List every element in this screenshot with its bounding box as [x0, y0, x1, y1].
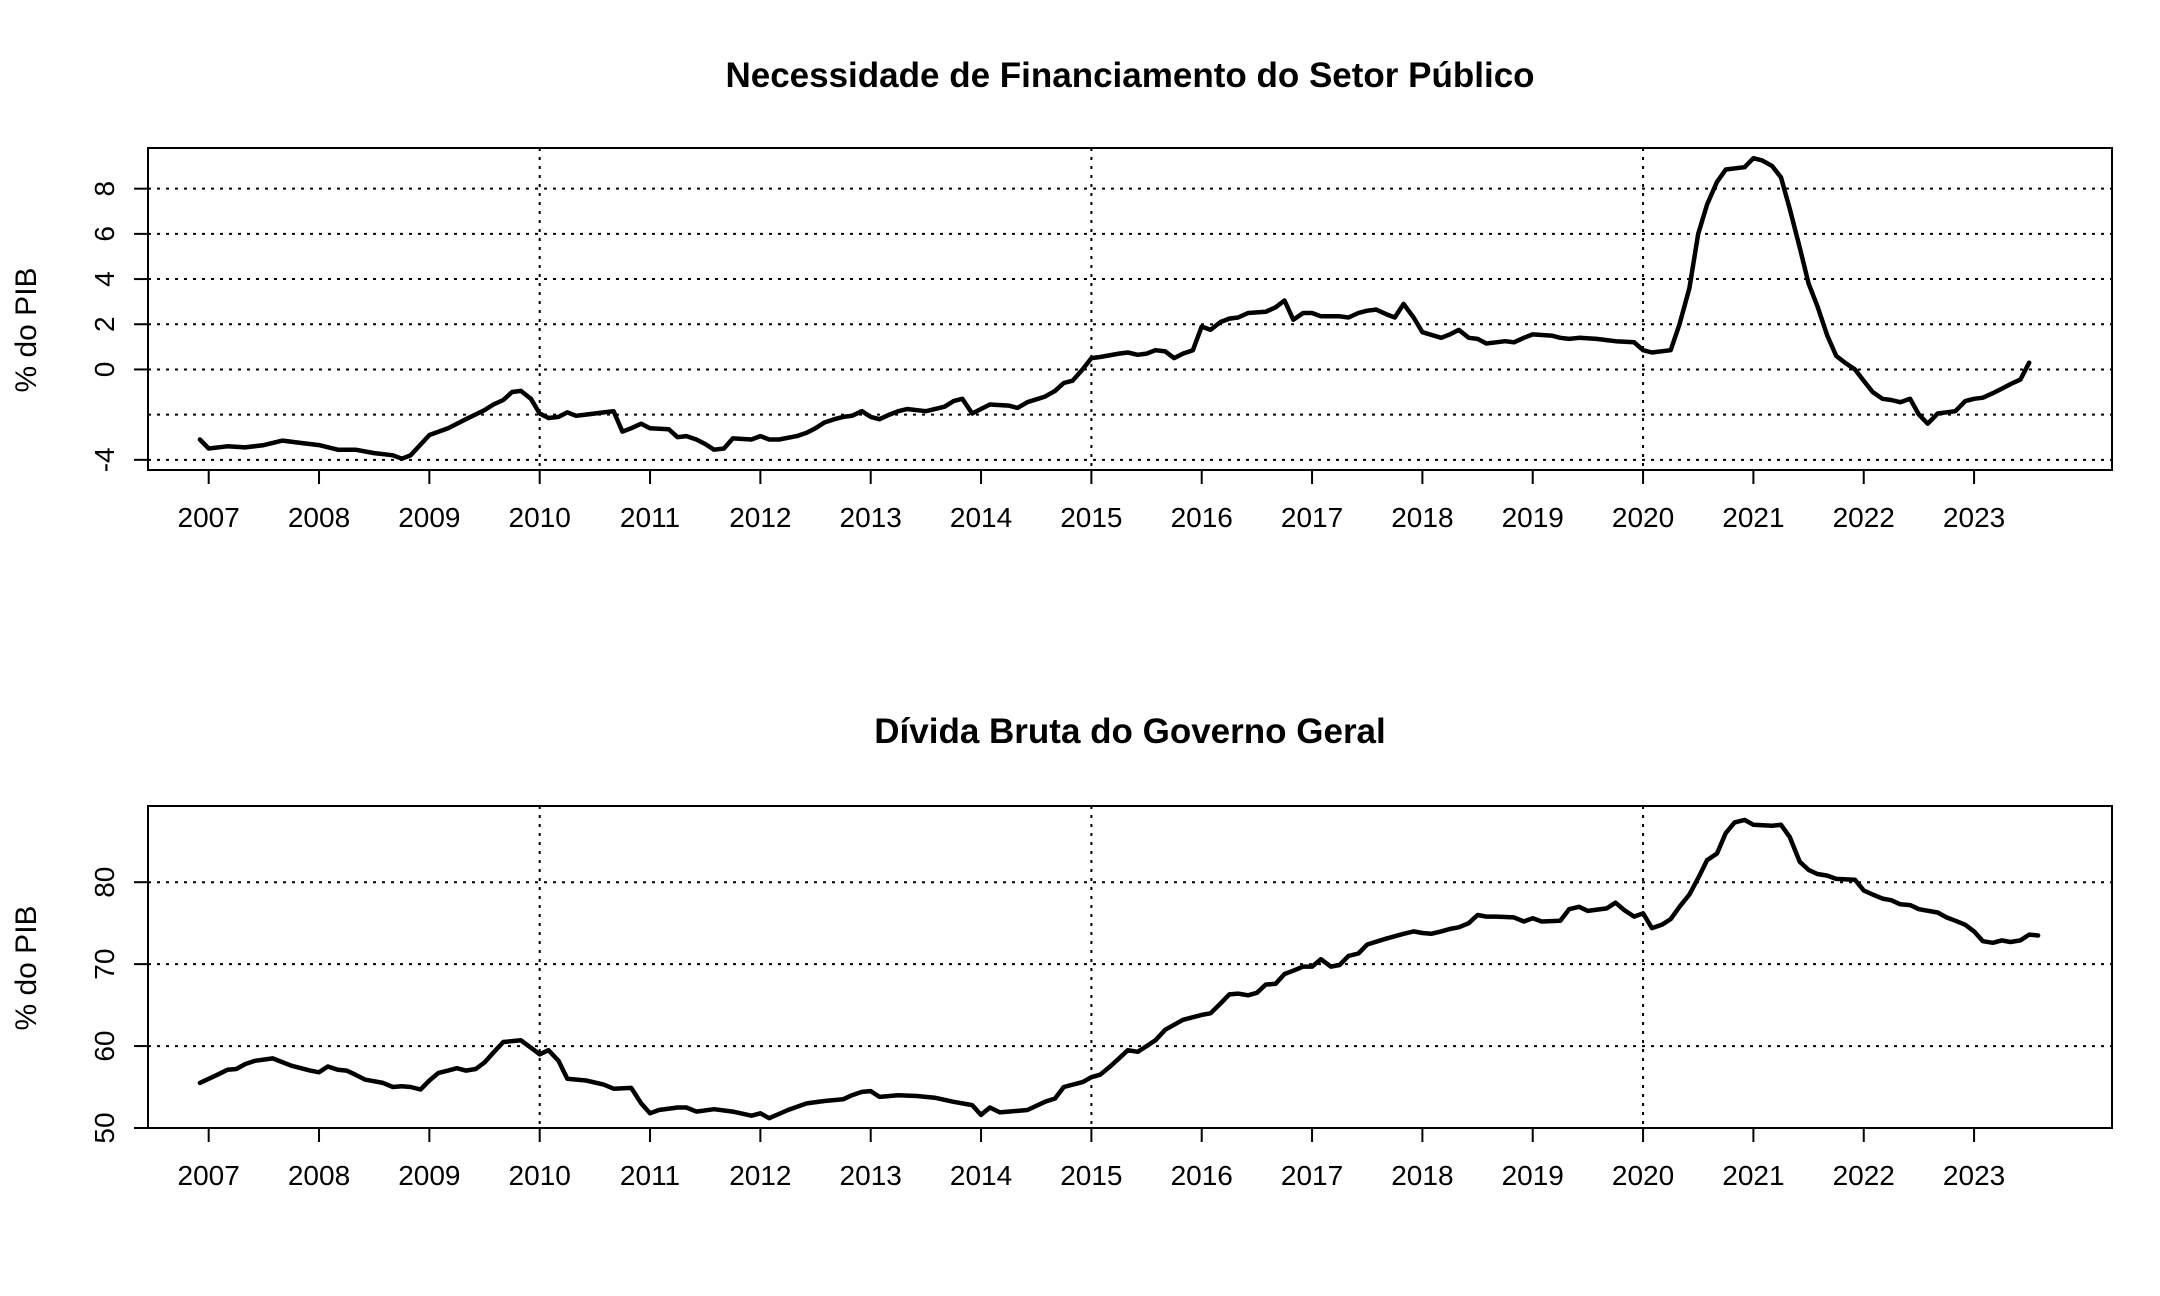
x-tick-label: 2009	[398, 1160, 460, 1191]
chart-title: Necessidade de Financiamento do Setor Pú…	[725, 56, 1534, 95]
x-tick-label: 2010	[509, 1160, 571, 1191]
series-line	[197, 817, 2041, 1121]
x-tick-label: 2007	[178, 502, 240, 533]
x-tick-label: 2007	[178, 1160, 240, 1191]
x-tick-label: 2015	[1060, 502, 1122, 533]
y-tick-label: 70	[89, 949, 120, 980]
x-tick-label: 2014	[950, 502, 1012, 533]
x-tick-label: 2010	[509, 502, 571, 533]
x-tick-label: 2023	[1943, 502, 2005, 533]
x-tick-label: 2014	[950, 1160, 1012, 1191]
y-tick-label: 4	[89, 271, 120, 287]
y-axis-label: % do PIB	[10, 905, 43, 1030]
y-tick-label: -4	[89, 447, 120, 472]
x-tick-label: 2008	[288, 502, 350, 533]
x-tick-label: 2022	[1833, 502, 1895, 533]
x-tick-label: 2017	[1281, 1160, 1343, 1191]
x-tick-label: 2012	[729, 1160, 791, 1191]
plot-frame	[147, 147, 2113, 471]
x-tick-label: 2023	[1943, 1160, 2005, 1191]
x-tick-label: 2018	[1391, 1160, 1453, 1191]
plot-frame	[147, 805, 2113, 1129]
series-layer	[197, 155, 2032, 461]
x-tick-label: 2016	[1171, 1160, 1233, 1191]
x-axis: 2007 2008 2009 2010 2011 2012 2013 2014 2015 2016…	[178, 1128, 2005, 1191]
x-tick-label: 2021	[1722, 1160, 1784, 1191]
x-tick-label: 2008	[288, 1160, 350, 1191]
x-tick-label: 2015	[1060, 1160, 1122, 1191]
y-axis: -4 0 2 4 6 8	[89, 181, 148, 472]
panel-divida-bruta: Dívida Bruta do Governo Geral % do PIB 2…	[10, 712, 2113, 1191]
x-tick-label: 2016	[1171, 502, 1233, 533]
x-tick-label: 2011	[620, 1160, 680, 1191]
y-axis-label: % do PIB	[10, 267, 43, 392]
y-tick-label: 6	[89, 226, 120, 242]
x-tick-label: 2020	[1612, 502, 1674, 533]
x-tick-label: 2013	[840, 1160, 902, 1191]
x-axis: 2007 2008 2009 2010 2011 2012 2013 2014 2015 2016…	[178, 470, 2005, 533]
y-axis: 50 60 70 80	[89, 867, 148, 1144]
y-tick-label: 50	[89, 1112, 120, 1143]
x-tick-label: 2018	[1391, 502, 1453, 533]
y-tick-label: 60	[89, 1030, 120, 1061]
grid-lines	[148, 148, 2112, 470]
y-tick-label: 80	[89, 867, 120, 898]
y-tick-label: 2	[89, 316, 120, 332]
x-tick-label: 2009	[398, 502, 460, 533]
y-tick-label: 8	[89, 181, 120, 197]
x-tick-label: 2021	[1722, 502, 1784, 533]
panel-nfsp: Necessidade de Financiamento do Setor Pú…	[10, 56, 2113, 533]
x-tick-label: 2019	[1502, 1160, 1564, 1191]
series-layer	[197, 817, 2041, 1121]
x-tick-label: 2012	[729, 502, 791, 533]
chart-title: Dívida Bruta do Governo Geral	[874, 712, 1386, 751]
x-tick-label: 2017	[1281, 502, 1343, 533]
y-tick-label: 0	[89, 362, 120, 378]
x-tick-label: 2011	[620, 502, 680, 533]
x-tick-label: 2022	[1833, 1160, 1895, 1191]
series-line	[197, 155, 2032, 461]
x-tick-label: 2020	[1612, 1160, 1674, 1191]
x-tick-label: 2019	[1502, 502, 1564, 533]
x-tick-label: 2013	[840, 502, 902, 533]
